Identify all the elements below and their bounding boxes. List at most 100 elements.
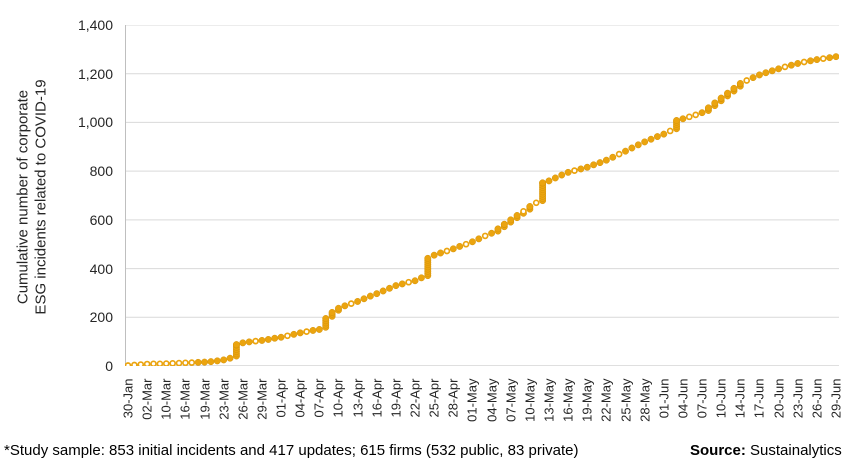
- data-point: [507, 216, 515, 224]
- data-point: [341, 302, 349, 310]
- data-point: [698, 109, 706, 117]
- data-point: [284, 332, 291, 340]
- data-point: [545, 177, 553, 185]
- data-point: [532, 199, 540, 207]
- data-point: [220, 356, 228, 364]
- data-point: [583, 163, 591, 171]
- data-point: [513, 212, 521, 219]
- data-point: [456, 242, 464, 250]
- data-point: [730, 84, 738, 92]
- data-point: [150, 360, 157, 366]
- data-point: [417, 274, 425, 282]
- data-point: [647, 135, 655, 143]
- data-point: [551, 174, 559, 182]
- data-point: [252, 337, 259, 345]
- data-point: [162, 360, 170, 366]
- data-point: [768, 67, 776, 75]
- data-point: [290, 330, 298, 338]
- data-point: [137, 361, 145, 366]
- data-point: [481, 232, 489, 240]
- data-point: [813, 56, 821, 64]
- data-point: [717, 94, 725, 102]
- data-point: [328, 308, 336, 316]
- data-point: [264, 336, 272, 343]
- data-point: [258, 336, 266, 344]
- data-point: [309, 326, 317, 334]
- data-point: [207, 358, 215, 366]
- data-point: [781, 63, 789, 71]
- footnote: *Study sample: 853 initial incidents and…: [0, 442, 864, 464]
- data-point: [622, 147, 629, 155]
- data-point: [826, 54, 834, 62]
- data-point: [711, 99, 719, 107]
- data-point: [194, 358, 202, 366]
- data-point: [405, 278, 412, 286]
- data-point: [424, 254, 432, 262]
- data-point: [188, 359, 196, 366]
- data-point: [641, 138, 649, 146]
- data-point: [692, 111, 700, 119]
- data-point: [239, 339, 247, 347]
- data-point: [143, 360, 151, 366]
- data-point: [724, 89, 732, 97]
- data-point: [564, 168, 572, 176]
- data-point: [366, 292, 374, 300]
- data-point: [475, 235, 483, 243]
- data-point: [386, 284, 393, 292]
- data-point: [156, 360, 164, 366]
- y-tick-label: 1,200: [77, 65, 113, 82]
- data-point: [634, 141, 642, 149]
- data-point: [201, 358, 208, 366]
- data-point: [169, 359, 176, 366]
- data-point: [628, 144, 636, 152]
- data-point: [520, 207, 527, 215]
- data-point: [794, 60, 802, 67]
- data-point: [775, 65, 783, 73]
- data-point: [832, 53, 839, 61]
- data-point: [673, 117, 680, 124]
- y-tick-label: 800: [89, 163, 113, 180]
- data-point: [430, 251, 438, 259]
- data-point: [577, 165, 585, 173]
- source-value: Sustainalytics: [750, 442, 842, 459]
- data-point: [500, 220, 508, 228]
- y-tick-label: 200: [89, 309, 113, 326]
- data-point: [602, 156, 610, 164]
- data-point: [615, 150, 623, 158]
- data-point: [182, 359, 189, 366]
- data-point: [303, 328, 310, 336]
- data-point: [213, 357, 221, 365]
- data-point: [411, 277, 419, 285]
- y-tick-label: 600: [89, 211, 113, 228]
- data-point: [787, 61, 795, 69]
- data-point: [558, 171, 566, 179]
- data-point: [315, 326, 323, 333]
- data-point: [468, 238, 476, 246]
- data-point: [494, 225, 502, 233]
- plot-area: [125, 25, 839, 366]
- data-point: [749, 74, 757, 82]
- data-point: [347, 300, 355, 307]
- data-point: [488, 229, 496, 237]
- data-point: [354, 298, 362, 305]
- data-point: [685, 113, 693, 121]
- data-point: [392, 282, 400, 290]
- data-point: [807, 57, 814, 65]
- data-point: [277, 333, 285, 341]
- source-note: Source: Sustainalytics: [690, 442, 842, 459]
- data-point: [819, 55, 827, 62]
- data-point: [271, 334, 279, 342]
- data-point: [800, 58, 808, 66]
- data-point: [596, 159, 604, 167]
- data-point: [679, 115, 687, 123]
- data-point: [704, 104, 712, 112]
- y-tick-label: 1,400: [77, 17, 113, 33]
- data-point: [653, 133, 661, 141]
- data-point: [437, 249, 444, 257]
- data-point: [322, 315, 330, 322]
- data-point: [609, 153, 617, 161]
- source-label: Source:: [690, 442, 746, 459]
- data-point: [756, 71, 763, 79]
- data-point: [666, 127, 674, 135]
- data-point: [360, 295, 368, 303]
